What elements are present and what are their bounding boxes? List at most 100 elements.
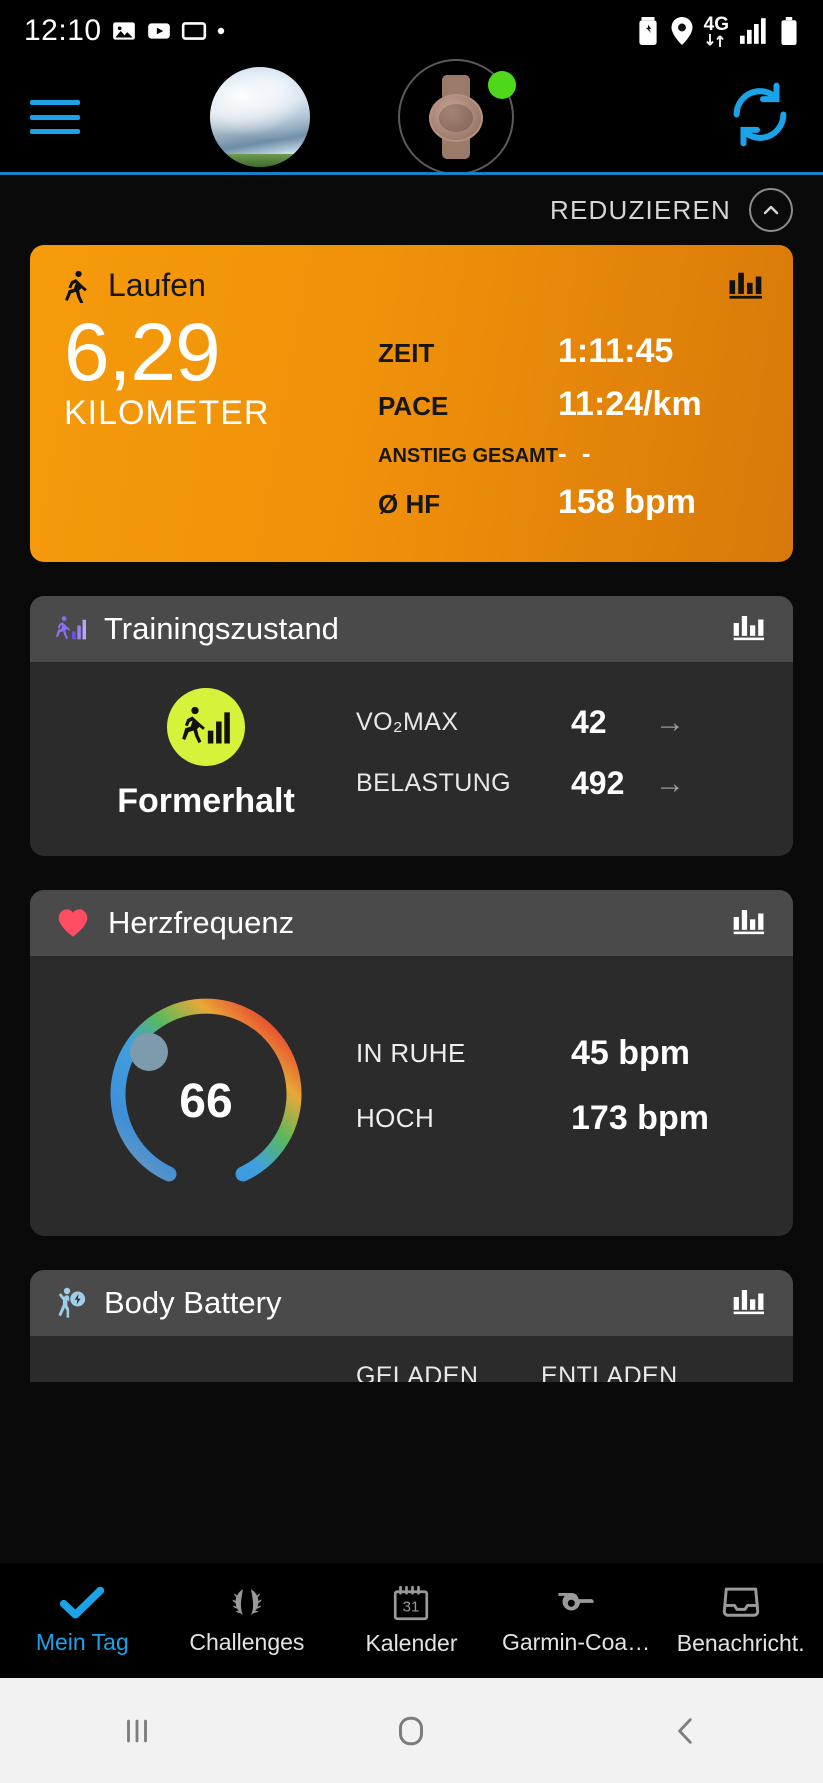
training-state-card[interactable]: Trainingszustand Formerhalt [30,596,793,856]
svg-text:31: 31 [403,1598,420,1615]
laurel-wreath-icon [232,1588,262,1615]
arrow-right-icon[interactable]: → [655,705,685,739]
activity-distance: 6,29 KILOMETER [58,310,378,536]
nav-item-garmin-coach[interactable]: Garmin-Coa… [494,1586,659,1656]
training-metric-label: BELASTUNG [356,769,512,797]
app-header [0,59,823,175]
heart-rate-metric-label: HOCH [356,1103,435,1133]
activity-card-body: 6,29 KILOMETER ZEIT 1:11:45 PACE 11:24/k… [58,310,765,536]
home-icon[interactable] [274,1713,548,1749]
nav-item-mein-tag[interactable]: Mein Tag [0,1586,165,1656]
activity-stat-row: Ø HF 158 bpm [378,483,765,522]
activity-stat-value: - - [558,438,595,468]
activity-stat-value: 158 bpm [558,483,696,521]
cast-icon [181,22,206,40]
status-bar: 12:10 4G [0,0,823,62]
training-state-card-header: Trainingszustand [30,596,793,662]
system-navigation-bar [0,1678,823,1783]
training-state-metrics: VO₂MAX 42 → BELASTUNG 492 → [356,688,767,826]
bar-chart-icon[interactable] [733,613,767,646]
whistle-icon [558,1592,594,1610]
activity-card[interactable]: Laufen 6,29 KILOMETER ZEIT 1:11:45 PACE [30,245,793,562]
heart-rate-gauge-ring [110,998,302,1182]
nav-item-kalender[interactable]: 31 Kalender [329,1585,494,1657]
body-battery-title: Body Battery [104,1285,282,1320]
training-metric-label: VO₂MAX [356,708,459,736]
training-metric-row[interactable]: VO₂MAX 42 → [356,704,767,741]
heart-rate-value: 66 [179,1075,233,1128]
body-battery-charged: GELADEN +36 [356,1362,541,1382]
bottom-navigation: Mein Tag Challenges 31 Kalender [0,1563,823,1678]
calendar-31-icon: 31 [394,1585,429,1620]
avatar-ground [210,154,310,167]
heart-icon [58,909,88,937]
bar-chart-icon[interactable] [733,907,767,940]
training-status-icon [167,688,245,766]
body-battery-card[interactable]: Body Battery 63 / 100 GELADEN +36 ENTLAD… [30,1270,793,1382]
profile-avatar[interactable] [210,67,310,167]
activity-distance-value: 6,29 [64,307,221,398]
training-state-summary: Formerhalt [56,688,356,826]
nav-label: Benachricht. [676,1629,805,1656]
activity-title: Laufen [108,267,206,303]
dot-icon [217,27,224,35]
nav-label: Challenges [189,1628,305,1655]
status-bar-clock: 12:10 [24,14,102,47]
activity-stat-row: PACE 11:24/km [378,385,765,424]
hamburger-menu-icon[interactable] [30,100,80,134]
collapse-control[interactable]: REDUZIEREN [0,175,823,245]
chevron-up-icon[interactable] [749,188,793,232]
avatar-sky [210,67,310,139]
youtube-icon [147,23,170,39]
activity-stat-label: ZEIT [378,338,435,368]
heart-rate-card-header: Herzfrequenz [30,890,793,956]
training-state-body: Formerhalt VO₂MAX 42 → BELASTUNG 492 → [30,662,793,856]
watch-icon [429,75,483,159]
nav-label: Mein Tag [35,1628,129,1655]
activity-card-header: Laufen [58,267,765,304]
sync-icon[interactable] [727,82,793,153]
training-status-icon [56,616,86,640]
activity-stat-row: ZEIT 1:11:45 [378,332,765,371]
recents-icon[interactable] [0,1714,274,1748]
bar-chart-icon[interactable] [729,269,765,304]
activity-stat-label: Ø HF [378,489,441,519]
nav-item-challenges[interactable]: Challenges [165,1586,330,1656]
location-icon [671,17,693,45]
heart-rate-metric-value: 173 bpm [571,1099,709,1137]
training-state-title: Trainingszustand [104,611,339,646]
training-metric-row[interactable]: BELASTUNG 492 → [356,765,767,802]
bar-chart-icon[interactable] [733,1287,767,1320]
activity-stat-value: 1:11:45 [558,332,674,370]
activity-stat-row: ANSTIEG GESAMT - - [378,438,765,469]
status-bar-left: 12:10 [24,14,226,48]
dashboard-scroll[interactable]: REDUZIEREN Laufen 6,29 KILOMETER [0,175,823,1382]
signal-icon [740,18,766,44]
watch-device[interactable] [398,59,516,175]
body-battery-icon [58,1287,86,1318]
activity-stat-label: PACE [378,391,449,421]
checkmark-icon [60,1586,105,1619]
arrow-right-icon[interactable]: → [655,766,685,800]
heart-rate-card[interactable]: Herzfrequenz [30,890,793,1236]
battery-saver-icon [639,17,657,45]
heart-rate-gauge: 66 [56,986,356,1196]
training-state-label: Formerhalt [117,782,295,820]
activity-stat-value: 11:24/km [558,385,702,423]
body-battery-drained-label: ENTLADEN [541,1362,678,1382]
battery-icon [781,17,797,45]
nav-label: Garmin-Coa… [501,1628,651,1655]
heart-rate-metric-value: 45 bpm [571,1034,691,1072]
heart-rate-metrics: IN RUHE 45 bpm HOCH 173 bpm [356,986,767,1196]
collapse-label: REDUZIEREN [549,194,731,225]
heart-rate-body: 66 IN RUHE 45 bpm HOCH 173 bpm [30,956,793,1236]
nav-item-benachrichtigungen[interactable]: Benachricht. [658,1585,823,1657]
body-battery-body: 63 / 100 GELADEN +36 ENTLADEN -40 [30,1336,793,1382]
heart-rate-metric-label: IN RUHE [356,1038,466,1068]
heart-rate-metric-row: HOCH 173 bpm [356,1099,767,1138]
heart-rate-title: Herzfrequenz [108,905,295,940]
header-divider [0,172,823,175]
status-bar-right: 4G [636,15,799,47]
back-icon[interactable] [549,1714,823,1748]
